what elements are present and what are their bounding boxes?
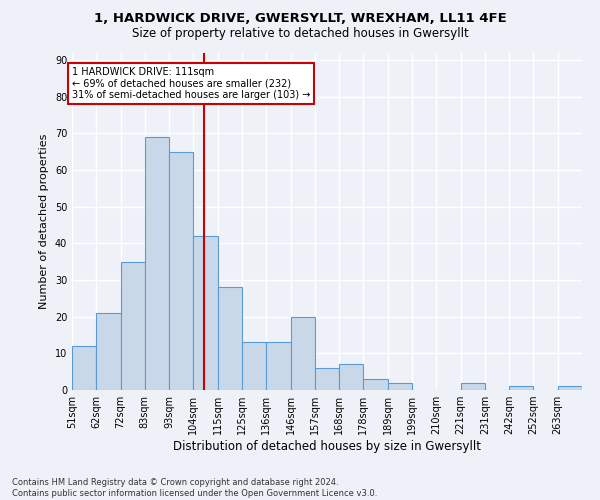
Bar: [242, 342, 266, 390]
Bar: [364, 379, 388, 390]
Text: Size of property relative to detached houses in Gwersyllt: Size of property relative to detached ho…: [131, 28, 469, 40]
Bar: [72, 346, 96, 390]
Bar: [558, 386, 582, 390]
Bar: [339, 364, 364, 390]
Y-axis label: Number of detached properties: Number of detached properties: [39, 134, 49, 309]
Bar: [121, 262, 145, 390]
Bar: [388, 382, 412, 390]
Text: Contains HM Land Registry data © Crown copyright and database right 2024.
Contai: Contains HM Land Registry data © Crown c…: [12, 478, 377, 498]
Bar: [509, 386, 533, 390]
Bar: [266, 342, 290, 390]
Bar: [290, 316, 315, 390]
Bar: [218, 288, 242, 390]
Bar: [461, 382, 485, 390]
Text: 1 HARDWICK DRIVE: 111sqm
← 69% of detached houses are smaller (232)
31% of semi-: 1 HARDWICK DRIVE: 111sqm ← 69% of detach…: [72, 67, 310, 100]
Bar: [145, 137, 169, 390]
Bar: [193, 236, 218, 390]
Bar: [315, 368, 339, 390]
Text: 1, HARDWICK DRIVE, GWERSYLLT, WREXHAM, LL11 4FE: 1, HARDWICK DRIVE, GWERSYLLT, WREXHAM, L…: [94, 12, 506, 26]
Bar: [169, 152, 193, 390]
Bar: [96, 313, 121, 390]
X-axis label: Distribution of detached houses by size in Gwersyllt: Distribution of detached houses by size …: [173, 440, 481, 453]
